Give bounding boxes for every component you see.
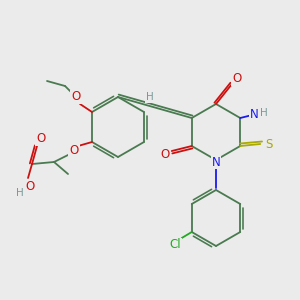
Text: N: N [212, 155, 220, 169]
Text: O: O [36, 133, 46, 146]
Text: N: N [250, 107, 259, 121]
Text: O: O [71, 91, 81, 103]
Text: H: H [260, 108, 268, 118]
Text: H: H [146, 92, 154, 103]
Text: Cl: Cl [169, 238, 181, 251]
Text: S: S [266, 137, 273, 151]
Text: O: O [26, 179, 34, 193]
Text: O: O [69, 145, 79, 158]
Text: O: O [160, 148, 170, 161]
Text: H: H [16, 188, 24, 198]
Text: O: O [232, 73, 242, 85]
